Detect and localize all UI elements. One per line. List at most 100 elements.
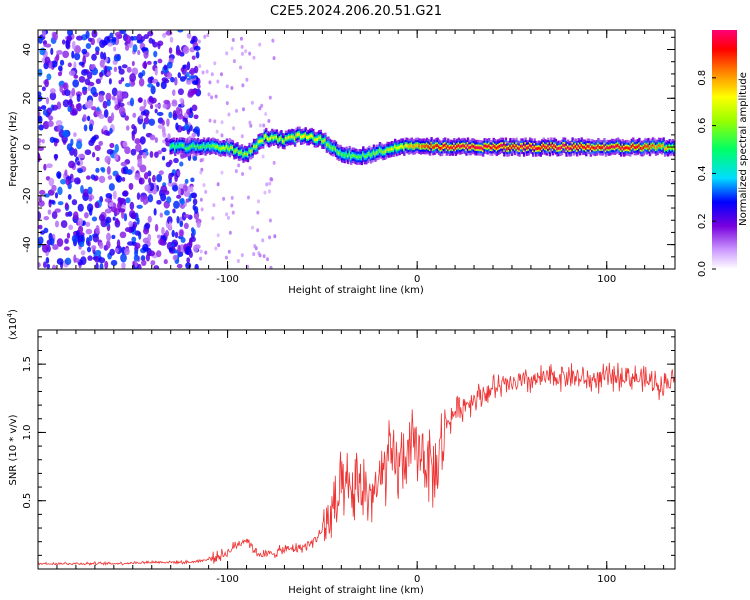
spectrogram-ridge-cell xyxy=(663,147,667,151)
spectrogram-noise-cell xyxy=(71,40,76,50)
spectrogram-noise-cell xyxy=(65,178,71,186)
spectrogram-noise-cell xyxy=(161,119,165,126)
spectrogram-noise-cell xyxy=(81,48,88,55)
spectrogram-ridge-cell xyxy=(439,146,442,150)
spectrogram-ridge-cell xyxy=(233,150,236,154)
spectrogram-noise-cell xyxy=(220,170,224,175)
spectrogram-ridge-cell xyxy=(544,145,547,149)
spectrogram-ridge-cell xyxy=(383,150,386,154)
spectrogram-ridge-cell xyxy=(531,147,535,151)
spectrogram-ridge-cell xyxy=(448,146,451,150)
spectrogram-ridge-cell xyxy=(230,145,233,149)
spectrogram-ridge-cell xyxy=(430,143,433,147)
spectrogram-ridge-cell xyxy=(648,146,652,150)
spectrogram-noise-cell xyxy=(116,239,121,249)
spectrogram-noise-cell xyxy=(147,170,152,177)
spectrogram-noise-cell xyxy=(108,202,114,207)
spectrogram-noise-cell xyxy=(252,252,256,257)
spectrogram-ridge-cell xyxy=(204,146,207,150)
spectrogram-ridge-cell xyxy=(566,145,570,149)
spectrogram-ridge-cell xyxy=(245,152,248,156)
spectrogram-noise-cell xyxy=(173,157,179,164)
spectrogram-ridge-cell xyxy=(368,152,371,155)
spectrogram-ridge-cell xyxy=(569,147,573,150)
spectrogram-ridge-cell xyxy=(577,144,580,148)
spectrogram-ridge-cell xyxy=(266,137,269,141)
spectrogram-noise-cell xyxy=(191,55,196,60)
colorbar-ticks: 0.0 0.2 0.4 0.6 0.8 xyxy=(697,70,716,277)
spectrogram-ridge-cell xyxy=(290,135,294,139)
spectrogram-noise-cell xyxy=(100,51,104,60)
spectrogram-noise-cell xyxy=(122,141,128,148)
spectrogram-noise-cell xyxy=(252,55,256,60)
spectrogram-noise-cell xyxy=(73,132,77,138)
spectrogram-ridge-cell xyxy=(641,147,644,151)
spectrogram-noise-cell xyxy=(260,103,264,108)
spectrogram-noise-cell xyxy=(98,175,106,184)
spectrogram-noise-cell xyxy=(49,237,55,246)
spectrogram-noise-cell xyxy=(52,31,58,41)
spectrogram-ridge-cell xyxy=(293,137,297,141)
spectrogram-noise-cell xyxy=(166,72,173,80)
spectrogram-ridge-cell xyxy=(538,146,541,150)
spectrogram-ridge-cell xyxy=(434,144,438,148)
spectrogram-noise-cell xyxy=(116,90,124,100)
spectrogram-noise-cell xyxy=(262,254,266,259)
spectrogram-noise-cell xyxy=(111,95,116,101)
spectrogram-noise-cell xyxy=(265,182,269,187)
spectrogram-noise-cell xyxy=(203,34,207,39)
spectrogram-ridge-cell xyxy=(510,146,514,150)
spectrogram-noise-cell xyxy=(119,231,127,239)
spectrogram-ridge-cell xyxy=(477,146,480,150)
spectrogram-ridge-cell xyxy=(469,146,473,149)
spectrogram-noise-cell xyxy=(134,230,141,236)
spectrogram-noise-cell xyxy=(111,234,116,240)
spectrogram-noise-cell xyxy=(125,35,132,45)
spectrogram-noise-cell xyxy=(230,195,234,200)
spectrogram-ridge-cell xyxy=(248,149,251,153)
spectrogram-noise-cell xyxy=(91,106,97,111)
spectrogram-noise-cell xyxy=(67,193,72,200)
spectrogram-noise-cell xyxy=(95,78,101,85)
spectrogram-noise-cell xyxy=(143,99,147,108)
spectrogram-noise-cell xyxy=(39,189,46,196)
spectrogram-noise-cell xyxy=(261,238,265,243)
spectrogram-noise-cell xyxy=(117,197,122,203)
spectrogram-noise-cell xyxy=(68,224,74,231)
spectrogram-noise-cell xyxy=(82,86,88,91)
spectrogram-noise-cell xyxy=(250,225,254,230)
spectrogram-noise-cell xyxy=(153,50,158,58)
spectrogram-ridge-cell xyxy=(644,144,647,148)
spectrogram-ridge-cell xyxy=(375,150,379,154)
spectrogram-noise-cell xyxy=(262,123,266,128)
spectrogram-noise-cell xyxy=(60,220,68,228)
spectrogram-noise-cell xyxy=(114,104,120,111)
spectrogram-ridge-cell xyxy=(380,149,383,153)
spectrogram-ridge-cell xyxy=(403,146,406,150)
spectrogram-noise-cell xyxy=(168,159,173,165)
spectrogram-ridge-cell xyxy=(419,145,423,149)
spectrogram-noise-cell xyxy=(194,263,199,269)
spectrogram-ridge-cell xyxy=(260,139,263,143)
spectrogram-noise-cell xyxy=(134,260,138,268)
spectrogram-noise-cell xyxy=(64,169,68,177)
spectrogram-ridge-cell xyxy=(224,147,227,151)
spectrogram-noise-cell xyxy=(136,192,141,200)
spectrogram-noise-cell xyxy=(128,220,133,228)
spectrogram-ridge-cell xyxy=(451,146,455,150)
spectrogram-noise-cell xyxy=(143,200,147,206)
x-tick-label: -100 xyxy=(216,274,239,285)
spectrogram-noise-cell xyxy=(268,95,272,100)
spectrogram-noise-cell xyxy=(38,153,41,162)
spectrogram-ridge-cell xyxy=(374,152,377,156)
spectrogram-noise-cell xyxy=(98,257,106,264)
spectrogram-noise-cell xyxy=(172,110,177,118)
spectrogram-noise-cell xyxy=(225,212,229,217)
spectrogram-ridge-cell xyxy=(491,146,494,150)
spectrogram-ridge-cell xyxy=(507,147,511,150)
spectrogram-ridge-cell xyxy=(612,145,615,149)
spectrogram-ridge-cell xyxy=(425,144,429,148)
spectrogram-noise-cell xyxy=(138,78,145,87)
spectrogram-noise-cell xyxy=(83,212,89,219)
spectrogram-noise-cell xyxy=(142,243,149,252)
